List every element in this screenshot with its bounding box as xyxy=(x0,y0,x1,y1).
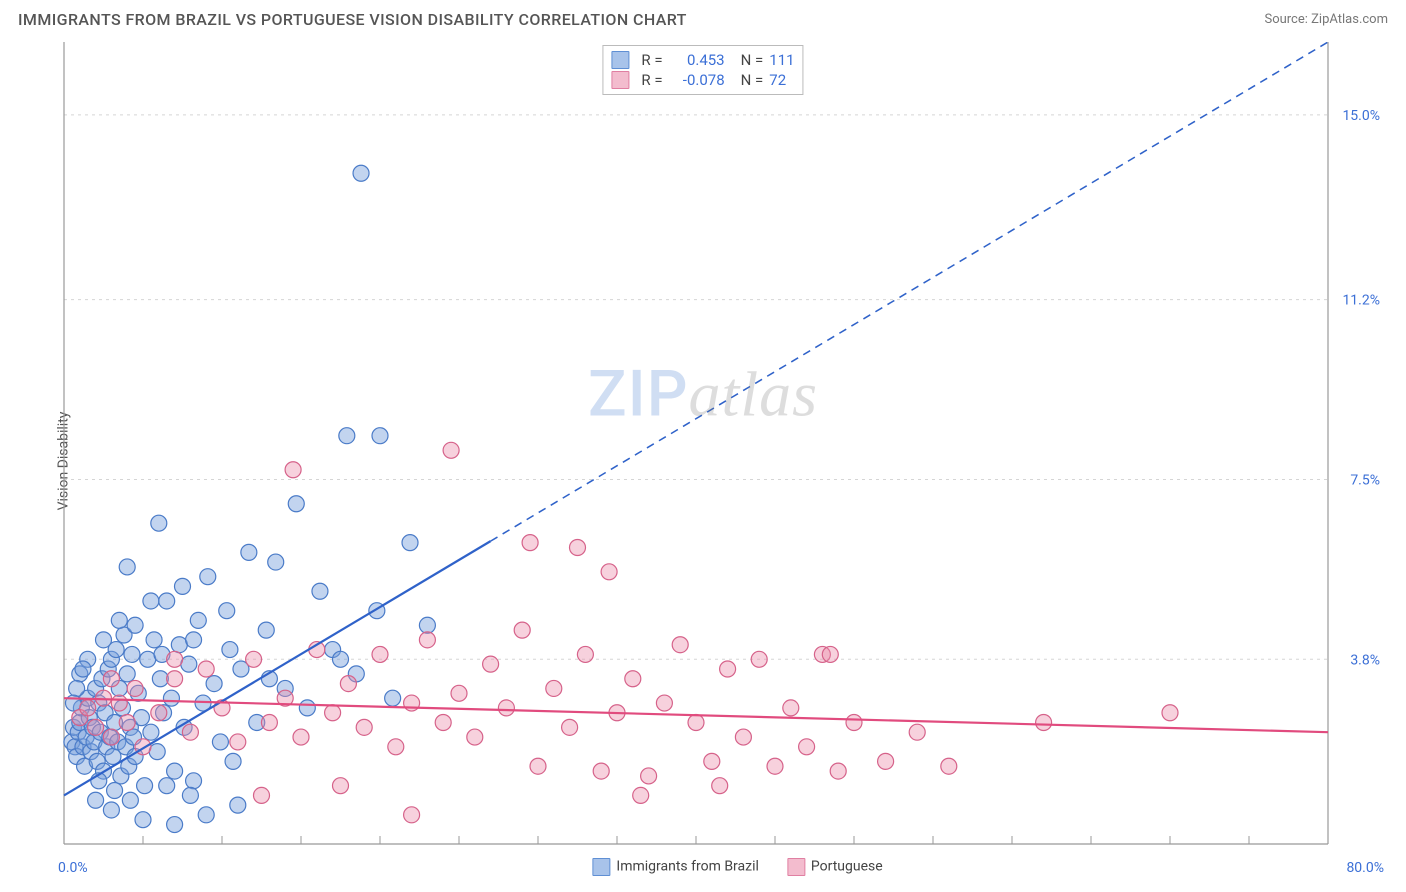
legend-item-1: Immigrants from Brazil xyxy=(592,858,759,876)
svg-text:3.8%: 3.8% xyxy=(1350,652,1380,668)
legend-N-label: N = xyxy=(741,51,764,69)
correlation-legend: R = 0.453 N = 111 R = -0.078 N = 72 xyxy=(602,45,803,95)
legend-swatch-2 xyxy=(611,71,629,89)
legend-N-label: N = xyxy=(741,71,764,89)
legend-label-1: Immigrants from Brazil xyxy=(616,859,759,875)
series-legend: Immigrants from Brazil Portuguese xyxy=(592,858,882,876)
legend-label-2: Portuguese xyxy=(811,859,883,875)
x-axis-max-label: 80.0% xyxy=(1346,860,1384,876)
svg-text:11.2%: 11.2% xyxy=(1342,293,1380,309)
legend-N-value-2: 72 xyxy=(769,71,786,89)
legend-row-series-1: R = 0.453 N = 111 xyxy=(611,50,794,70)
svg-text:7.5%: 7.5% xyxy=(1350,472,1380,488)
legend-N-value-1: 111 xyxy=(769,51,794,69)
scatter-plot: 3.8% 7.5% 11.2% 15.0% xyxy=(58,42,1388,850)
source-prefix: Source: xyxy=(1264,12,1311,27)
legend-swatch-1 xyxy=(611,51,629,69)
legend-R-label: R = xyxy=(641,71,662,89)
source-attribution: Source: ZipAtlas.com xyxy=(1264,12,1388,27)
legend-swatch-2b xyxy=(787,858,805,876)
legend-row-series-2: R = -0.078 N = 72 xyxy=(611,70,794,90)
x-axis-min-label: 0.0% xyxy=(58,860,88,876)
x-axis-labels: 0.0% Immigrants from Brazil Portuguese 8… xyxy=(58,852,1388,880)
legend-swatch-1b xyxy=(592,858,610,876)
chart-header: IMMIGRANTS FROM BRAZIL VS PORTUGUESE VIS… xyxy=(0,0,1406,35)
legend-item-2: Portuguese xyxy=(787,858,883,876)
legend-R-value-2: -0.078 xyxy=(669,71,725,89)
chart-area: Vision Disability 3.8%7.5%11.2%15.0% ZIP… xyxy=(18,42,1388,880)
svg-text:15.0%: 15.0% xyxy=(1342,108,1380,124)
legend-R-label: R = xyxy=(641,51,662,69)
source-link[interactable]: ZipAtlas.com xyxy=(1311,12,1388,27)
legend-R-value-1: 0.453 xyxy=(669,51,725,69)
chart-title: IMMIGRANTS FROM BRAZIL VS PORTUGUESE VIS… xyxy=(18,10,687,29)
